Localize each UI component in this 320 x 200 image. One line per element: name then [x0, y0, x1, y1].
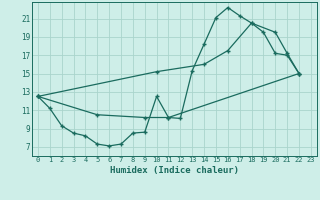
- X-axis label: Humidex (Indice chaleur): Humidex (Indice chaleur): [110, 166, 239, 175]
